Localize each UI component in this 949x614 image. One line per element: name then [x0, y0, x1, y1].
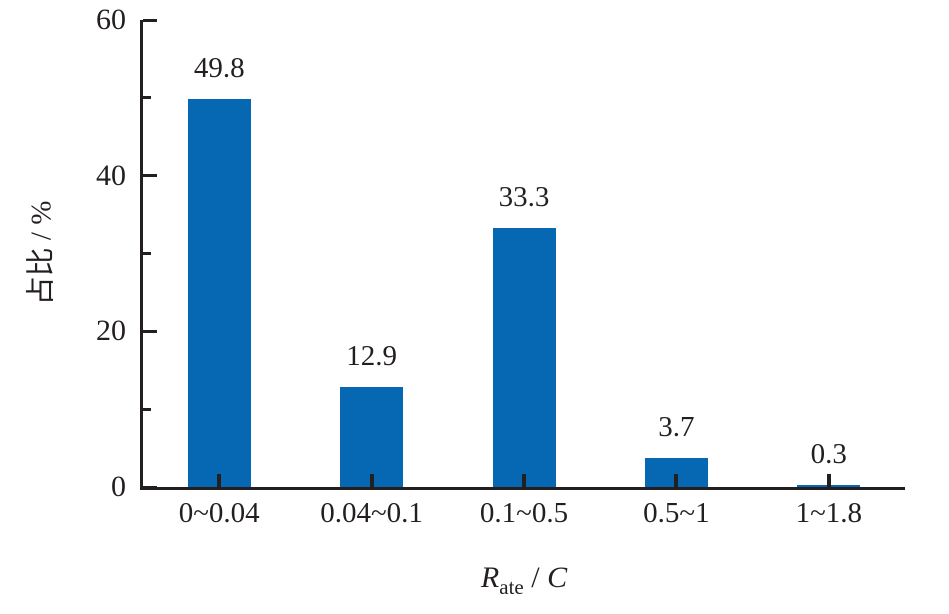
x-axis-variable: R — [480, 561, 500, 594]
y-axis-tick-labels: 0 20 40 60 — [0, 5, 126, 502]
bar — [340, 386, 404, 487]
x-tick-label: 0.1~0.5 — [479, 497, 569, 529]
x-tick-label: 0.04~0.1 — [320, 497, 423, 529]
x-tick-label: 0.5~1 — [643, 497, 710, 529]
x-axis-variable-subscript: ate — [499, 575, 524, 599]
x-tick — [826, 474, 831, 487]
y-major-tick — [143, 329, 157, 333]
x-tick — [369, 474, 374, 487]
x-axis-unit-variable: C — [547, 561, 568, 594]
bar-value-label: 3.7 — [658, 411, 695, 444]
y-minor-tick — [143, 407, 151, 411]
x-tick — [522, 474, 526, 487]
x-axis-tick-labels: 0~0.04 0.04~0.1 0.1~0.5 0.5~1 1~1.8 — [143, 499, 905, 539]
y-major-tick — [143, 18, 157, 22]
y-minor-tick — [143, 96, 151, 100]
y-major-tick — [143, 174, 157, 178]
bar-value-label: 12.9 — [346, 339, 397, 372]
y-tick-label: 0 — [111, 470, 126, 503]
bar-value-label: 0.3 — [810, 437, 847, 470]
y-major-tick — [143, 485, 157, 489]
y-minor-tick — [143, 252, 151, 255]
y-tick-label: 20 — [96, 314, 126, 348]
bar — [187, 99, 251, 487]
x-tick — [674, 474, 679, 487]
y-tick-label: 40 — [96, 158, 126, 192]
x-tick-label: 0~0.04 — [178, 497, 260, 529]
x-tick-label: 1~1.8 — [795, 497, 863, 529]
x-axis-separator: / — [523, 561, 548, 594]
bar-value-label: 49.8 — [193, 52, 245, 85]
x-axis-label: Rate / C — [481, 560, 567, 600]
bar-value-label: 33.3 — [498, 180, 550, 213]
y-tick-label: 60 — [96, 3, 126, 36]
plot-area: 49.8 12.9 33.3 3.7 0.3 — [140, 18, 905, 490]
x-tick — [217, 474, 222, 487]
bar — [492, 227, 556, 487]
